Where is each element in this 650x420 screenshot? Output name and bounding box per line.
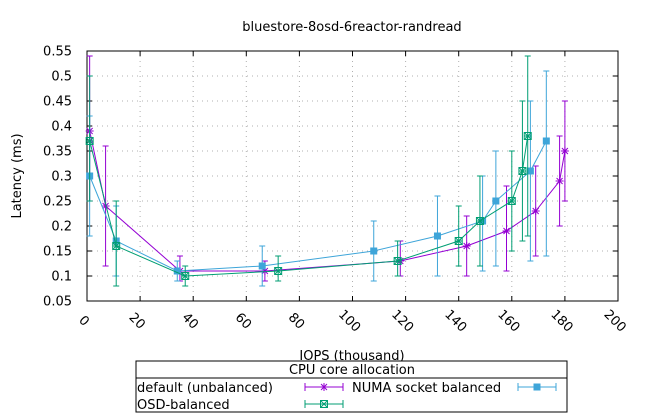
legend-title: CPU core allocation [289,363,415,378]
x-tick-label: 200 [601,307,629,335]
data-point [560,147,569,155]
x-tick-label: 0 [75,313,91,329]
error-bar [455,205,462,267]
series-line [89,135,529,277]
data-point [533,383,541,391]
legend: CPU core allocation default (unbalanced)… [135,360,568,413]
y-tick-labels: 0.05 0.1 0.15 0.2 0.25 0.3 0.35 0.4 0.45 0.5 0.55 [43,45,72,310]
series-layer [85,55,569,287]
data-point [526,167,534,175]
error-bar [527,100,534,262]
legend-entry: OSD-balanced [137,398,344,413]
data-point [274,267,283,275]
legend-box [135,360,568,413]
y-tick-label: 0.25 [43,195,72,210]
data-point [173,267,181,275]
data-point [181,272,190,280]
legend-entry: NUMA socket balanced [352,381,557,396]
data-point [454,237,463,245]
data-point [462,242,471,250]
data-point [502,227,511,235]
x-tick-label: 140 [441,307,469,335]
legend-swatch [304,400,344,408]
grid [87,51,618,301]
data-point [320,400,328,408]
x-tick-label: 160 [494,307,522,335]
y-tick-label: 0.4 [51,120,72,135]
x-tick-label: 180 [547,307,575,335]
data-point [531,207,540,215]
data-point [112,242,121,250]
series-2 [85,55,532,287]
legend-label: default (unbalanced) [137,381,273,396]
y-tick-label: 0.55 [43,45,72,60]
y-tick-label: 0.35 [43,145,72,160]
series-0 [85,55,569,282]
data-point [492,197,500,205]
data-point [320,383,328,391]
error-bar [86,75,93,202]
data-point [542,137,550,145]
x-tick-label: 120 [388,307,416,335]
data-point [523,132,532,140]
legend-label: NUMA socket balanced [352,381,501,396]
series-line [89,130,566,272]
x-tick-label: 40 [179,310,201,332]
error-bar [543,70,550,257]
legend-swatch [304,383,344,391]
error-bar [394,240,401,277]
x-tick-labels: 0 20 40 60 80 100 120 140 160 180 200 [75,307,628,335]
legend-entries: default (unbalanced) NUMA socket balanced… [137,381,557,413]
data-point [475,217,484,225]
data-point [433,232,441,240]
y-tick-label: 0.2 [51,220,72,235]
error-bar [492,150,499,267]
series-line [89,140,547,272]
y-axis-title: Latency (ms) [10,133,25,218]
legend-entry: default (unbalanced) [137,381,344,396]
chart-title: bluestore-8osd-6reactor-randread [242,20,461,35]
data-point [507,197,516,205]
x-tick-label: 60 [232,310,254,332]
y-tick-label: 0.1 [51,270,72,285]
data-point [518,167,527,175]
x-tick-label: 80 [285,310,307,332]
x-tick-label: 100 [335,307,363,335]
legend-swatch [517,383,557,391]
y-tick-label: 0.45 [43,95,72,110]
y-tick-label: 0.05 [43,295,72,310]
x-tick-label: 20 [126,310,148,332]
error-bar [275,255,282,282]
y-tick-label: 0.3 [51,170,72,185]
x-axis-title: IOPS (thousand) [299,349,404,364]
data-point [258,262,266,270]
data-point [555,177,564,185]
error-bar [524,55,531,237]
error-bar [113,200,120,287]
legend-label: OSD-balanced [137,398,230,413]
data-point [85,137,94,145]
data-point [370,247,378,255]
y-tick-label: 0.5 [51,70,72,85]
y-tick-label: 0.15 [43,245,72,260]
data-point [393,257,402,265]
